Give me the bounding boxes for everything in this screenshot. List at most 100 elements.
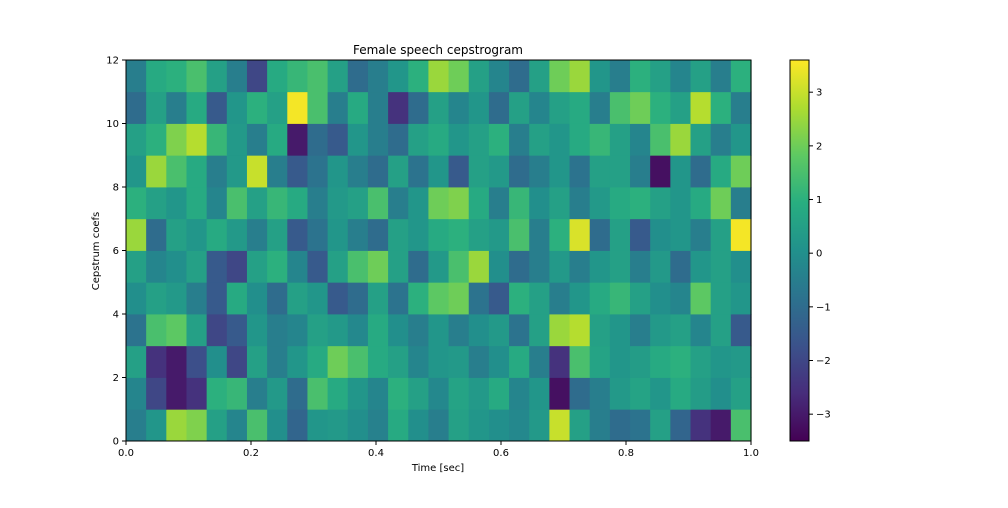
heatmap-cell <box>630 345 651 378</box>
heatmap-cell <box>307 123 329 156</box>
heatmap-cell <box>468 218 490 251</box>
heatmap-cell <box>408 60 430 93</box>
x-tick-label: 1.0 <box>743 448 759 459</box>
heatmap-cell <box>468 345 490 378</box>
heatmap-cell <box>327 377 349 410</box>
heatmap-cell <box>367 377 389 410</box>
heatmap-cell <box>126 91 147 124</box>
heatmap-cell <box>307 345 329 378</box>
heatmap-cell <box>589 123 611 156</box>
heatmap-cell <box>549 377 571 410</box>
x-tick-label: 0.2 <box>243 448 259 459</box>
heatmap-cell <box>186 377 208 410</box>
heatmap-cell <box>126 218 147 251</box>
heatmap-cell <box>710 345 732 378</box>
heatmap-cell <box>529 377 550 410</box>
heatmap-cell <box>146 218 167 251</box>
heatmap-cell <box>448 409 470 442</box>
heatmap-cell <box>650 91 671 124</box>
heatmap-cell <box>609 314 631 347</box>
heatmap-cell <box>287 409 309 442</box>
heatmap-cell <box>448 60 470 93</box>
heatmap-cell <box>388 345 409 378</box>
heatmap-cell <box>267 187 288 220</box>
heatmap-cell <box>327 91 349 124</box>
heatmap-cell <box>166 91 188 124</box>
heatmap-cell <box>569 250 591 283</box>
heatmap-cell <box>166 218 188 251</box>
heatmap-cell <box>468 187 490 220</box>
heatmap-cell <box>246 345 268 378</box>
heatmap-cell <box>267 282 288 315</box>
heatmap-cell <box>267 155 288 188</box>
heatmap-cell <box>710 377 732 410</box>
heatmap-cell <box>186 250 208 283</box>
heatmap-cell <box>549 409 571 442</box>
heatmap-cell <box>650 314 671 347</box>
heatmap-cell <box>408 282 430 315</box>
heatmap-cell <box>690 60 712 93</box>
heatmap-cell <box>529 282 550 315</box>
heatmap-cell <box>529 155 550 188</box>
heatmap-cell <box>166 409 188 442</box>
heatmap-cell <box>569 187 591 220</box>
heatmap-cell <box>388 377 409 410</box>
heatmap-cell <box>468 314 490 347</box>
heatmap-cell <box>226 282 248 315</box>
heatmap-cell <box>287 345 309 378</box>
heatmap-cell <box>509 314 530 347</box>
heatmap-cell <box>468 377 490 410</box>
y-tick-label: 4 <box>113 310 119 321</box>
heatmap-cell <box>347 345 369 378</box>
heatmap-cell <box>488 218 510 251</box>
heatmap-cell <box>206 282 228 315</box>
heatmap-cell <box>246 314 268 347</box>
heatmap-cell <box>206 250 228 283</box>
heatmap-cell <box>529 250 550 283</box>
heatmap-cell <box>670 282 692 315</box>
heatmap-cell <box>267 250 288 283</box>
heatmap-cell <box>609 250 631 283</box>
heatmap-cell <box>267 345 288 378</box>
heatmap-cell <box>226 91 248 124</box>
x-tick-label: 0.6 <box>493 448 509 459</box>
heatmap-cell <box>226 250 248 283</box>
heatmap-cell <box>206 345 228 378</box>
heatmap-cell <box>670 155 692 188</box>
heatmap-cell <box>690 187 712 220</box>
heatmap-cell <box>367 282 389 315</box>
heatmap-cell <box>428 282 450 315</box>
heatmap-cell <box>670 409 692 442</box>
heatmap-cell <box>408 314 430 347</box>
heatmap-cell <box>650 60 671 93</box>
heatmap-cell <box>388 91 409 124</box>
heatmap-cell <box>488 345 510 378</box>
heatmap-cell <box>146 60 167 93</box>
heatmap-cell <box>408 218 430 251</box>
heatmap-cell <box>569 123 591 156</box>
y-tick-label: 12 <box>106 56 119 67</box>
heatmap-cell <box>529 218 550 251</box>
heatmap-cell <box>246 377 268 410</box>
heatmap-cell <box>569 377 591 410</box>
heatmap-cell <box>670 60 692 93</box>
heatmap-cell <box>226 218 248 251</box>
heatmap-cell <box>589 91 611 124</box>
heatmap-cell <box>549 91 571 124</box>
heatmap-cell <box>730 314 752 347</box>
heatmap-cell <box>488 155 510 188</box>
heatmap-cell <box>287 377 309 410</box>
heatmap-cell <box>367 155 389 188</box>
heatmap-cell <box>327 250 349 283</box>
heatmap-cell <box>468 250 490 283</box>
heatmap-cell <box>650 409 671 442</box>
heatmap-cell <box>186 91 208 124</box>
heatmap-cell <box>327 60 349 93</box>
heatmap-cell <box>186 155 208 188</box>
heatmap-cell <box>327 409 349 442</box>
heatmap-cell <box>670 314 692 347</box>
heatmap-cell <box>347 155 369 188</box>
heatmap-cell <box>428 155 450 188</box>
heatmap-cell <box>307 250 329 283</box>
